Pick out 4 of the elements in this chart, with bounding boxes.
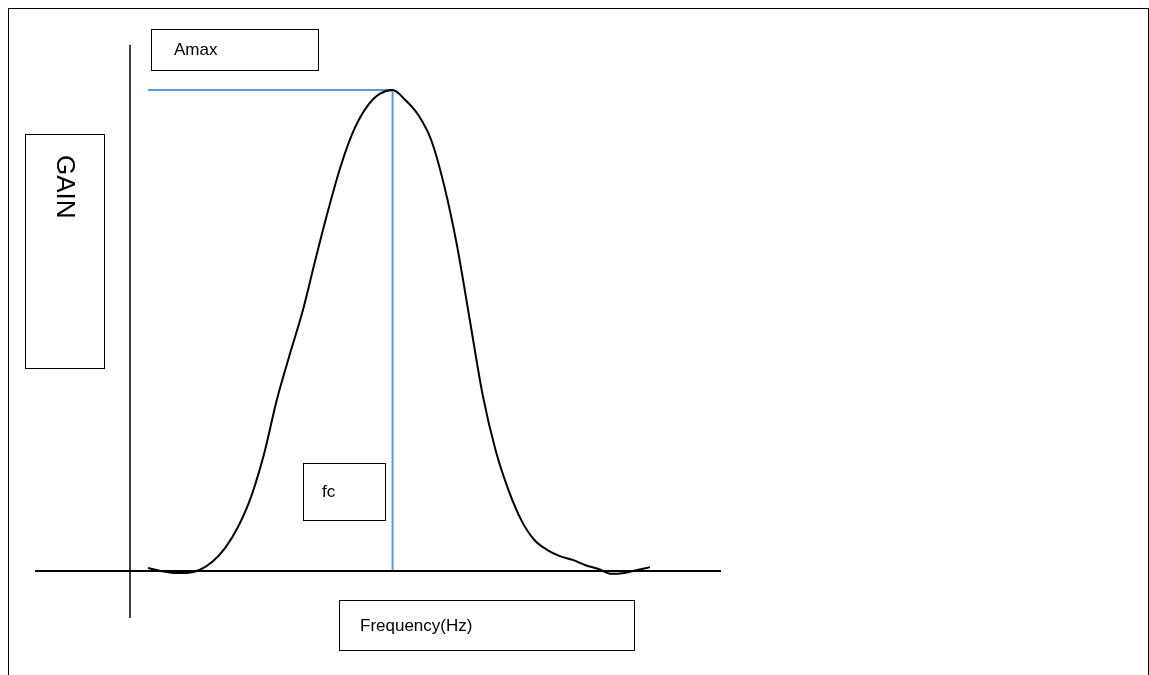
y-axis-title: GAIN — [49, 155, 81, 219]
x-axis-title: Frequency(Hz) — [339, 600, 635, 651]
ref-line-label: Amax — [151, 29, 319, 71]
annotation: fc — [303, 463, 386, 521]
